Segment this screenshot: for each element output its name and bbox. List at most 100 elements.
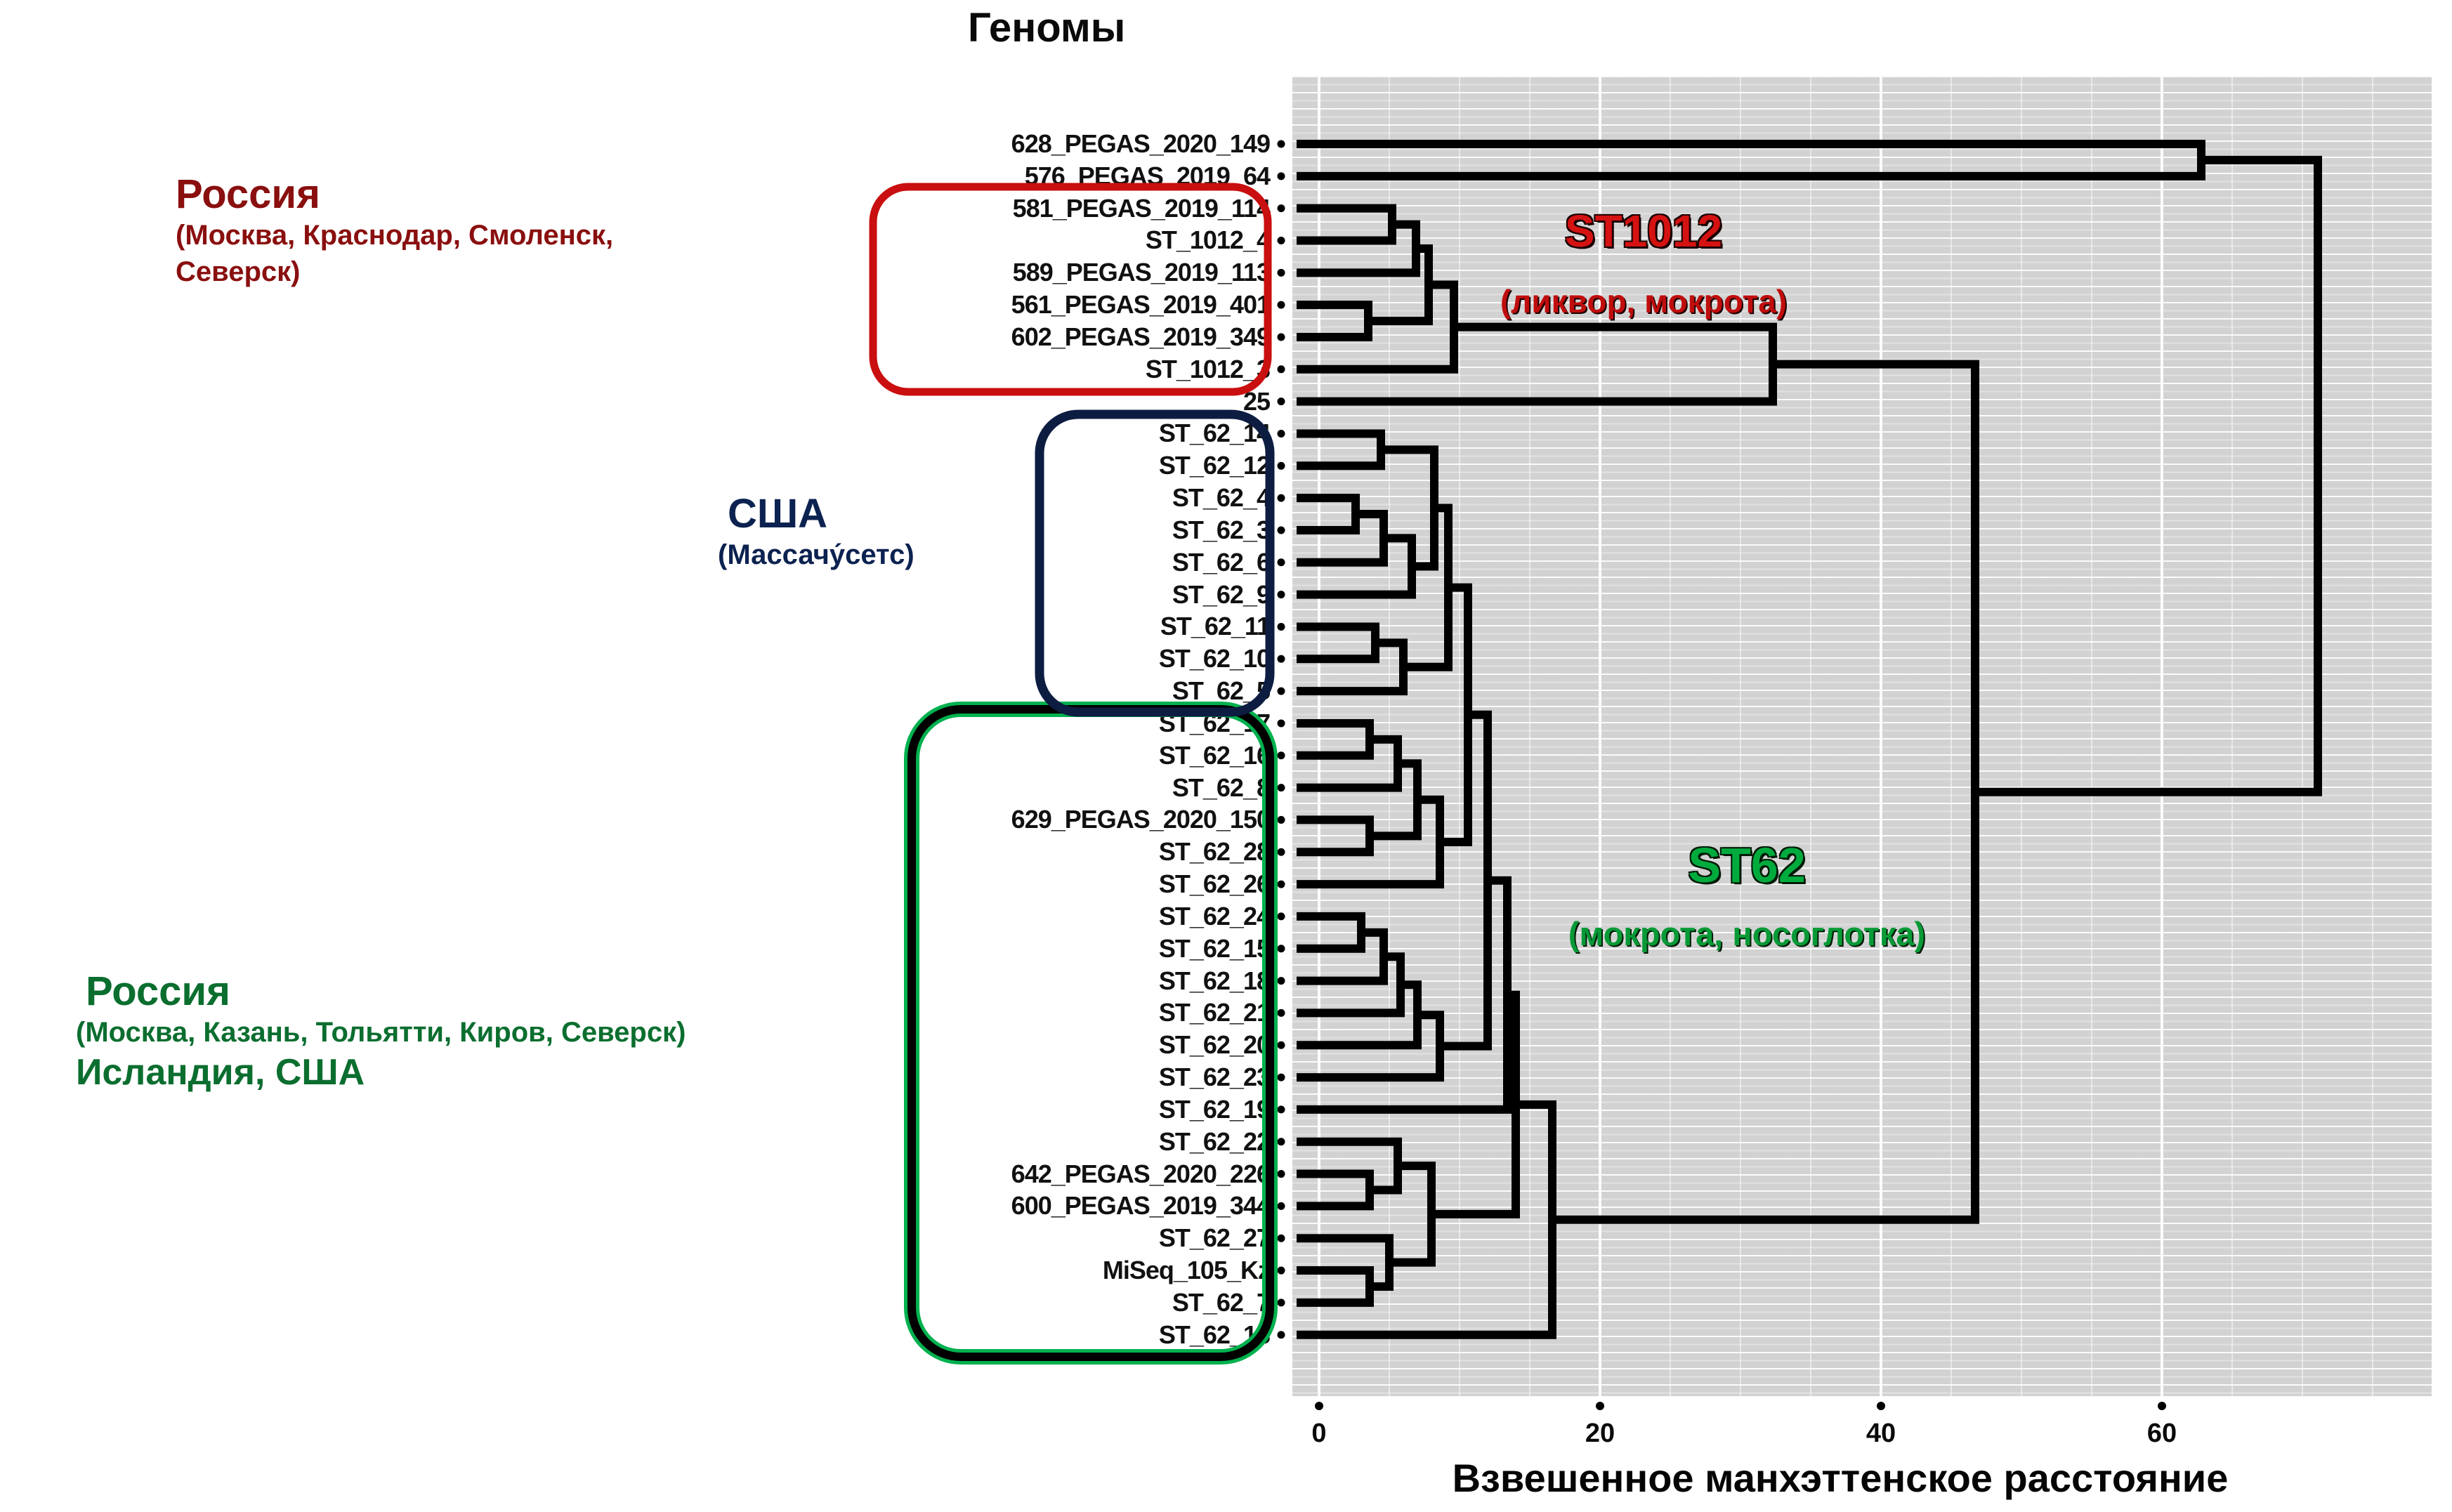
- group-box-navy: [1035, 409, 1275, 717]
- group-box-red: [869, 183, 1272, 396]
- leaf-label: ST_62_27: [1158, 1223, 1271, 1253]
- leaf-tick-dot: [1277, 591, 1285, 599]
- leaf-label: ST_62_12: [1158, 451, 1271, 480]
- leaf-label: ST_62_7: [1172, 1287, 1271, 1317]
- leaf-tick-dot: [1277, 912, 1285, 921]
- leaf-label: 629_PEGAS_2020_150: [1011, 805, 1271, 834]
- leaf-label: ST_62_8: [1172, 773, 1271, 802]
- leaf-tick-dot: [1277, 622, 1285, 631]
- leaf-label: 589_PEGAS_2019_113: [1012, 258, 1271, 287]
- leaf-tick-dot: [1277, 1266, 1285, 1275]
- leaf-label: ST_62_20: [1158, 1030, 1271, 1060]
- leaf-label: ST_62_23: [1158, 1063, 1271, 1092]
- leaf-label: ST_62_16: [1158, 740, 1271, 770]
- leaf-label: MiSeq_105_Kz: [1102, 1256, 1271, 1285]
- leaf-tick-dot: [1277, 719, 1285, 728]
- region-russia-red-cities-2: Северск): [176, 256, 301, 287]
- leaf-tick-dot: [1277, 687, 1285, 695]
- region-russia-green-title: Россия: [86, 968, 230, 1014]
- leaf-tick-dot: [1277, 848, 1285, 856]
- leaf-tick-dot: [1277, 1170, 1285, 1178]
- leaf-tick-dot: [1277, 268, 1285, 277]
- axis-tick-dot: [1315, 1402, 1323, 1410]
- leaf-label: 561_PEGAS_2019_401: [1011, 290, 1271, 320]
- leaf-label: 642_PEGAS_2020_226: [1011, 1159, 1271, 1188]
- leaf-tick-dot: [1277, 1234, 1285, 1242]
- axis-tick-dot: [1877, 1402, 1885, 1410]
- leaf-tick-dot: [1277, 945, 1285, 953]
- leaf-tick-dot: [1277, 397, 1285, 406]
- genomes-column-title: Геномы: [968, 5, 1126, 51]
- leaf-label: ST_62_22: [1158, 1126, 1271, 1156]
- x-axis-tick-label: 40: [1866, 1419, 1896, 1448]
- cluster-sublabel-st1012: (ликвор, мокрота): [1500, 283, 1788, 320]
- plot-panel: [1292, 76, 2432, 1396]
- leaf-tick-dot: [1277, 526, 1285, 534]
- axis-tick-dot: [2158, 1402, 2166, 1410]
- leaf-label: ST_62_18: [1158, 966, 1271, 995]
- region-iceland-usa-title: Исландия, США: [76, 1052, 365, 1093]
- leaf-label: ST_62_4: [1172, 483, 1271, 513]
- x-axis-title: Взвешенное манхэттенское расстояние: [1452, 1456, 2229, 1500]
- leaf-tick-dot: [1277, 1008, 1285, 1017]
- leaf-tick-dot: [1277, 1202, 1285, 1210]
- region-russia-red: Россия (Москва, Краснодар, Смоленск, Сев…: [176, 172, 613, 290]
- leaf-tick-dot: [1277, 204, 1285, 213]
- leaf-label: ST_62_24: [1158, 901, 1271, 931]
- leaf-label: ST_1012_3: [1145, 354, 1271, 383]
- leaf-label: 581_PEGAS_2019_114: [1012, 193, 1271, 223]
- axis-tick-dot: [1596, 1402, 1604, 1410]
- region-russia-green-cities: (Москва, Казань, Тольятти, Киров, Северс…: [76, 1017, 686, 1048]
- x-axis-tick-label: 60: [2146, 1419, 2177, 1448]
- leaf-label: ST_62_19: [1158, 1094, 1271, 1124]
- x-axis-tick-label: 20: [1585, 1419, 1615, 1448]
- leaf-tick-dot: [1277, 365, 1285, 374]
- group-box-green: [907, 705, 1274, 1361]
- leaf-tick-dot: [1277, 558, 1285, 567]
- cluster-label-st1012: ST1012: [1564, 206, 1723, 256]
- leaf-tick-dot: [1277, 429, 1285, 438]
- leaf-tick-dot: [1277, 880, 1285, 888]
- leaf-tick-dot: [1277, 784, 1285, 792]
- leaf-label: 628_PEGAS_2020_149: [1011, 129, 1271, 158]
- leaf-tick-dot: [1277, 1041, 1285, 1049]
- leaf-label: ST_62_21: [1158, 998, 1271, 1027]
- x-axis-tick-label: 0: [1311, 1419, 1327, 1448]
- leaf-tick-dot: [1277, 1331, 1285, 1339]
- leaf-tick-dot: [1277, 751, 1285, 760]
- leaf-tick-dot: [1277, 1299, 1285, 1307]
- leaf-tick-dot: [1277, 977, 1285, 985]
- region-russia-red-cities-1: (Москва, Краснодар, Смоленск,: [176, 220, 614, 251]
- leaf-label: ST_62_11: [1160, 612, 1271, 641]
- leaf-label: ST_62_9: [1172, 579, 1271, 609]
- leaf-tick-dot: [1277, 655, 1285, 663]
- leaf-tick-dot: [1277, 140, 1285, 148]
- leaf-label: 600_PEGAS_2019_344: [1011, 1191, 1271, 1221]
- leaf-tick-dot: [1277, 461, 1285, 470]
- leaf-tick-dot: [1277, 1138, 1285, 1146]
- leaf-tick-dot: [1277, 1105, 1285, 1114]
- leaf-label: ST_62_26: [1158, 869, 1271, 899]
- leaf-tick-dot: [1277, 494, 1285, 502]
- cluster-sublabel-st62: (мокрота, носоглотка): [1568, 915, 1926, 952]
- cluster-label-st62: ST62: [1688, 838, 1806, 893]
- leaf-label: ST_62_6: [1172, 547, 1271, 577]
- leaf-label: ST_62_10: [1158, 644, 1271, 673]
- leaf-tick-dot: [1277, 236, 1285, 244]
- leaf-tick-dot: [1277, 333, 1285, 341]
- leaf-label: ST_62_15: [1158, 933, 1271, 963]
- region-russia-red-title: Россия: [176, 171, 320, 217]
- group-box-green-outline: [904, 702, 1278, 1365]
- region-usa-title: США: [728, 491, 828, 537]
- leaf-label: ST_62_28: [1158, 837, 1271, 867]
- leaf-label: ST_1012_4: [1145, 225, 1271, 255]
- leaf-label: ST_62_3: [1172, 515, 1271, 544]
- region-usa: США (Массачу́сетс): [718, 492, 914, 573]
- leaf-label: 602_PEGAS_2019_349: [1011, 322, 1271, 351]
- region-russia-green: Россия (Москва, Казань, Тольятти, Киров,…: [76, 969, 686, 1094]
- dendrogram-branch: [1975, 155, 2322, 796]
- leaf-tick-dot: [1277, 172, 1285, 180]
